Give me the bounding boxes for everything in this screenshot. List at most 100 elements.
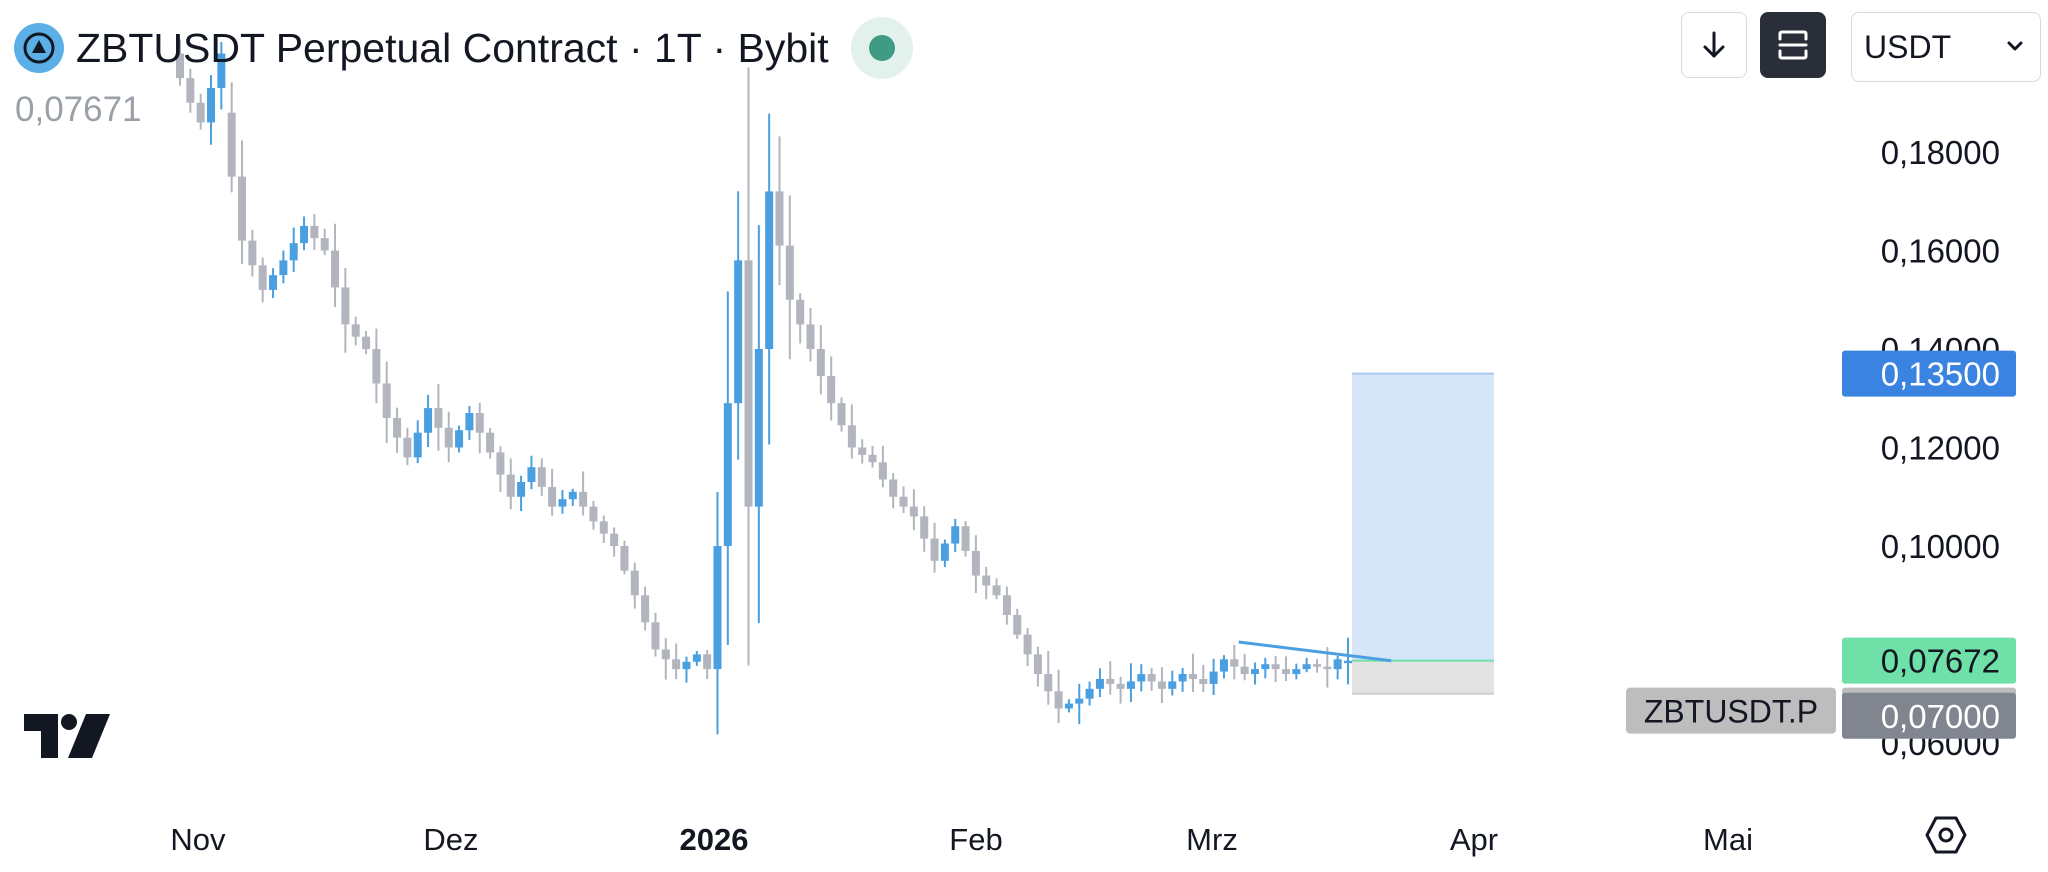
arrow-down-icon xyxy=(1703,31,1725,58)
candle xyxy=(465,413,474,431)
fit-screen-button[interactable] xyxy=(1760,12,1826,78)
candle xyxy=(258,265,267,290)
candle xyxy=(899,496,908,507)
candle xyxy=(279,260,288,276)
candle xyxy=(692,654,701,662)
price-label-target-bg xyxy=(1842,350,2016,397)
chart-title[interactable]: ZBTUSDT Perpetual Contract · 1T · Bybit xyxy=(76,24,829,71)
candle xyxy=(1147,674,1156,682)
candle xyxy=(1168,681,1177,689)
candle xyxy=(289,243,298,261)
candle xyxy=(754,349,763,507)
candle xyxy=(372,349,381,384)
candle xyxy=(1178,674,1187,682)
candle xyxy=(300,225,309,244)
candle xyxy=(310,225,319,239)
candle xyxy=(1023,634,1032,655)
candle xyxy=(713,546,722,670)
chart-settings-icon[interactable] xyxy=(1925,814,1967,861)
candle xyxy=(940,543,949,561)
candle xyxy=(227,112,236,177)
candle xyxy=(589,506,598,522)
candle xyxy=(1230,659,1239,667)
price-label-target: 0,13500 xyxy=(1881,356,2000,393)
candle xyxy=(1044,674,1053,692)
candle xyxy=(362,336,371,349)
candle xyxy=(971,550,980,576)
candle xyxy=(455,430,464,448)
candle xyxy=(196,102,205,123)
candle xyxy=(796,299,805,325)
candle xyxy=(1013,614,1022,635)
candle xyxy=(1054,691,1063,709)
candle xyxy=(444,427,453,448)
candle xyxy=(682,661,691,670)
x-tick-label: Feb xyxy=(949,822,1002,857)
candle xyxy=(496,452,505,475)
candle xyxy=(424,408,433,433)
candle xyxy=(1240,666,1249,675)
candle xyxy=(961,526,970,551)
candle xyxy=(858,447,867,455)
candle xyxy=(816,349,825,377)
last-price-readout: 0,07671 xyxy=(15,90,142,129)
x-tick-label: Mai xyxy=(1703,822,1753,857)
symbol-logo-icon[interactable] xyxy=(14,23,64,73)
candle xyxy=(1250,669,1259,675)
candle xyxy=(620,546,629,571)
symbol-label-bg xyxy=(1626,687,1836,734)
candle xyxy=(878,462,887,480)
candle xyxy=(909,506,918,517)
price-label-stop: 0,07000 xyxy=(1881,698,2000,735)
y-tick-label: 0,12000 xyxy=(1881,430,2000,467)
candle xyxy=(413,432,422,458)
candle xyxy=(351,324,360,337)
candle xyxy=(486,432,495,453)
currency-select[interactable]: USDT xyxy=(1851,12,2041,82)
candle xyxy=(630,570,639,596)
candle xyxy=(744,260,753,507)
candle xyxy=(1292,669,1301,675)
candle xyxy=(1271,664,1280,670)
candle xyxy=(920,516,929,539)
candle xyxy=(992,585,1001,596)
candle xyxy=(176,53,184,79)
candle xyxy=(868,454,877,463)
scroll-to-latest-button[interactable] xyxy=(1681,12,1747,78)
candle xyxy=(599,521,608,534)
price-label-entry: 0,07672 xyxy=(1881,643,2000,680)
target-zone xyxy=(1352,373,1494,661)
x-tick-label: Mrz xyxy=(1186,822,1238,857)
candle xyxy=(1323,666,1332,670)
y-tick-label: 0,16000 xyxy=(1881,233,2000,270)
price-label-stop-bg xyxy=(1842,692,2016,739)
chart-header: ZBTUSDT Perpetual Contract · 1T · Bybit xyxy=(14,17,913,79)
market-status-dot xyxy=(868,35,895,61)
candle xyxy=(847,425,856,448)
candle xyxy=(1137,674,1146,682)
chevron-down-icon xyxy=(2007,41,2023,51)
candle xyxy=(651,622,660,650)
candle xyxy=(775,191,784,246)
candle xyxy=(785,245,794,300)
candle xyxy=(1075,698,1084,704)
candle xyxy=(393,417,402,438)
candle xyxy=(1157,681,1166,689)
candle xyxy=(930,538,939,561)
price-label-entry-bg xyxy=(1842,637,2016,684)
candle xyxy=(331,250,340,288)
candle xyxy=(475,413,484,433)
candle xyxy=(734,260,743,404)
candle xyxy=(537,467,546,487)
x-tick-label: 2026 xyxy=(680,822,749,857)
candle xyxy=(641,595,650,623)
candle xyxy=(382,383,391,418)
market-status-icon[interactable] xyxy=(850,17,913,79)
candle xyxy=(403,437,412,458)
tradingview-logo[interactable] xyxy=(24,714,112,763)
candle xyxy=(548,486,557,507)
candle xyxy=(238,176,247,241)
candle xyxy=(1344,660,1352,664)
candle xyxy=(341,287,350,325)
